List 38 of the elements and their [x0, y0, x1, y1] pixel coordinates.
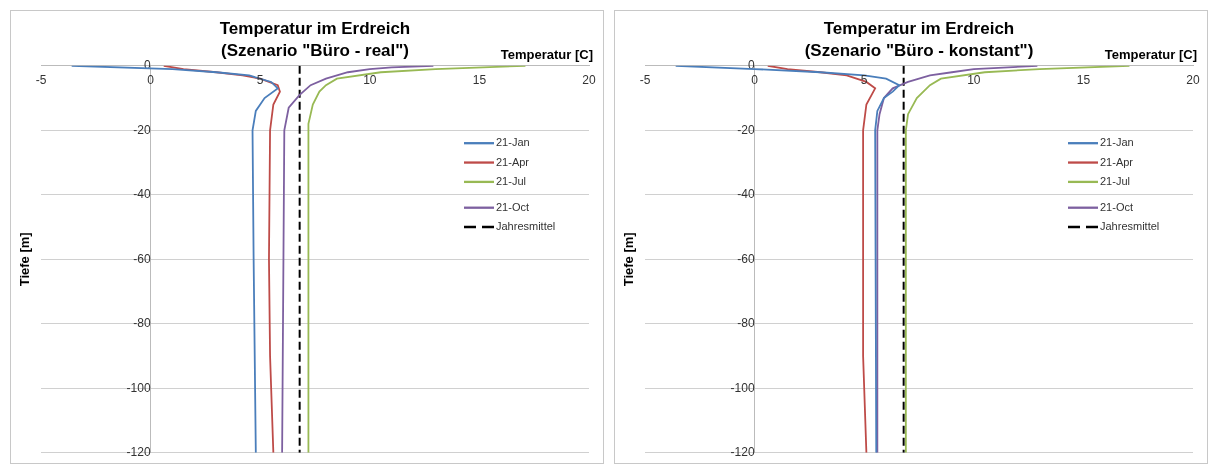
- chart-subtitle: (Szenario "Büro - konstant"): [804, 41, 1034, 61]
- y-tick-label: -100: [730, 380, 755, 395]
- legend-label: 21-Jan: [1100, 136, 1134, 149]
- y-tick-label: -60: [133, 251, 151, 266]
- y-tick-label: -20: [133, 122, 151, 137]
- chart-title: Temperatur im Erdreich: [823, 18, 1015, 38]
- legend-label: 21-Jul: [1100, 174, 1130, 187]
- y-tick-label: -20: [737, 122, 755, 137]
- legend-label: 21-Jul: [496, 174, 526, 187]
- y-tick-label: -100: [126, 380, 151, 395]
- legend-label: 21-Apr: [1100, 155, 1134, 168]
- chart-subtitle: (Szenario "Büro - real"): [220, 41, 410, 61]
- legend-label: 21-Oct: [496, 200, 530, 213]
- y-tick-label: -120: [126, 445, 151, 460]
- y-tick-label: -120: [730, 445, 755, 460]
- x-tick-label: -5: [639, 73, 651, 88]
- legend-label: 21-Apr: [496, 155, 530, 168]
- x-tick-label: 10: [363, 73, 377, 88]
- y-tick-label: -80: [737, 316, 755, 331]
- legend-label: 21-Oct: [1100, 200, 1134, 213]
- y-tick-label: -60: [737, 251, 755, 266]
- y-tick-label: -80: [133, 316, 151, 331]
- y-axis-title: Tiefe [m]: [620, 232, 636, 287]
- legend-label: 21-Jan: [496, 136, 530, 149]
- chart-title: Temperatur im Erdreich: [219, 18, 411, 38]
- y-tick-label: -40: [737, 187, 755, 202]
- x-tick-label: 15: [1076, 73, 1091, 88]
- y-tick-label: -40: [133, 187, 151, 202]
- legend-label: Jahresmittel: [496, 220, 556, 233]
- x-tick-label: 20: [1186, 73, 1200, 88]
- x-tick-label: 20: [582, 73, 596, 88]
- legend-label: Jahresmittel: [1100, 220, 1160, 233]
- x-axis-title: Temperatur [C]: [1104, 46, 1197, 62]
- x-tick-label: 15: [472, 73, 487, 88]
- x-axis-title: Temperatur [C]: [500, 46, 593, 62]
- y-axis-title: Tiefe [m]: [16, 232, 32, 287]
- x-tick-label: 10: [967, 73, 981, 88]
- x-tick-label: -5: [35, 73, 47, 88]
